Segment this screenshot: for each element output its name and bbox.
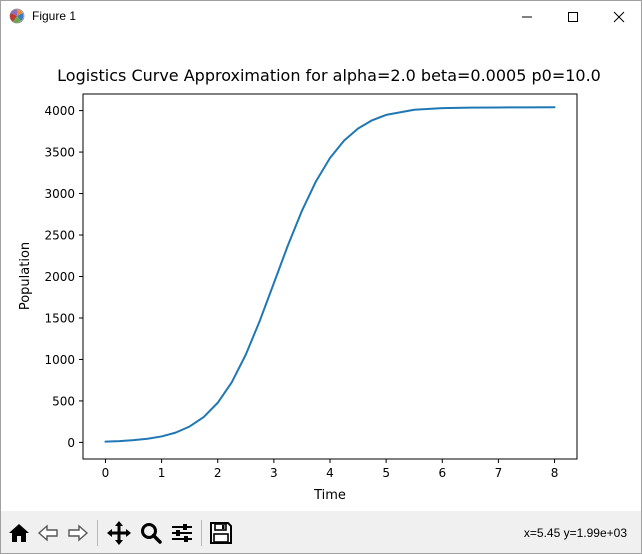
back-button[interactable] [34,519,62,547]
move-icon [107,521,131,545]
minimize-icon [522,16,532,17]
series-line-0 [104,106,556,443]
sliders-icon [172,524,192,542]
x-tick-label: 7 [495,466,503,480]
back-arrow-icon [37,524,58,542]
x-axis-ticks: 0 1 2 3 4 5 6 7 8 [102,459,559,480]
configure-subplots-button[interactable] [168,519,196,547]
forward-button[interactable] [64,519,92,547]
plot-area [82,93,578,460]
y-tick-label: 0 [67,436,75,450]
maximize-button[interactable] [550,1,596,32]
close-icon [613,11,625,22]
forward-arrow-icon [68,524,89,542]
maximize-icon [568,11,578,22]
y-tick-label: 2500 [44,229,75,243]
floppy-disk-icon [210,522,232,544]
home-icon [9,524,29,542]
save-button[interactable] [207,519,235,547]
series-layer [104,106,556,443]
matplotlib-logo-icon [9,8,25,24]
y-tick-label: 4000 [44,104,75,118]
title-bar[interactable]: Figure 1 [1,1,641,32]
y-tick-label: 1000 [44,353,75,367]
y-tick-label: 2000 [44,270,75,284]
x-tick-label: 5 [382,466,390,480]
toolbar-separator [201,520,202,546]
cursor-coordinates: x=5.45 y=1.99e+03 [523,526,627,540]
window-title: Figure 1 [32,9,77,23]
close-button[interactable] [596,1,642,32]
y-tick-label: 3500 [44,146,75,160]
x-tick-label: 3 [270,466,278,480]
x-tick-label: 8 [551,466,559,480]
x-tick-label: 0 [102,466,110,480]
x-tick-label: 4 [326,466,334,480]
y-tick-label: 500 [52,394,75,408]
magnifier-icon [141,523,162,544]
x-tick-label: 1 [158,466,166,480]
toolbar-separator [97,520,98,546]
chart-title: Logistics Curve Approximation for alpha=… [57,66,601,85]
y-axis-ticks: 0 500 1000 1500 2000 2500 3000 3500 4000 [44,104,83,450]
x-axis-label: Time [313,488,346,503]
y-tick-label: 3000 [44,187,75,201]
plot-svg[interactable]: Logistics Curve Approximation for alpha=… [1,32,641,511]
y-axis-label: Population [18,242,33,310]
pan-button[interactable] [105,519,133,547]
figure-canvas[interactable]: Logistics Curve Approximation for alpha=… [1,32,641,511]
home-button[interactable] [5,519,33,547]
minimize-button[interactable] [504,1,550,32]
zoom-button[interactable] [137,519,165,547]
y-tick-label: 1500 [44,311,75,325]
x-tick-label: 2 [214,466,222,480]
navigation-toolbar: x=5.45 y=1.99e+03 [1,511,641,553]
x-tick-label: 6 [438,466,446,480]
